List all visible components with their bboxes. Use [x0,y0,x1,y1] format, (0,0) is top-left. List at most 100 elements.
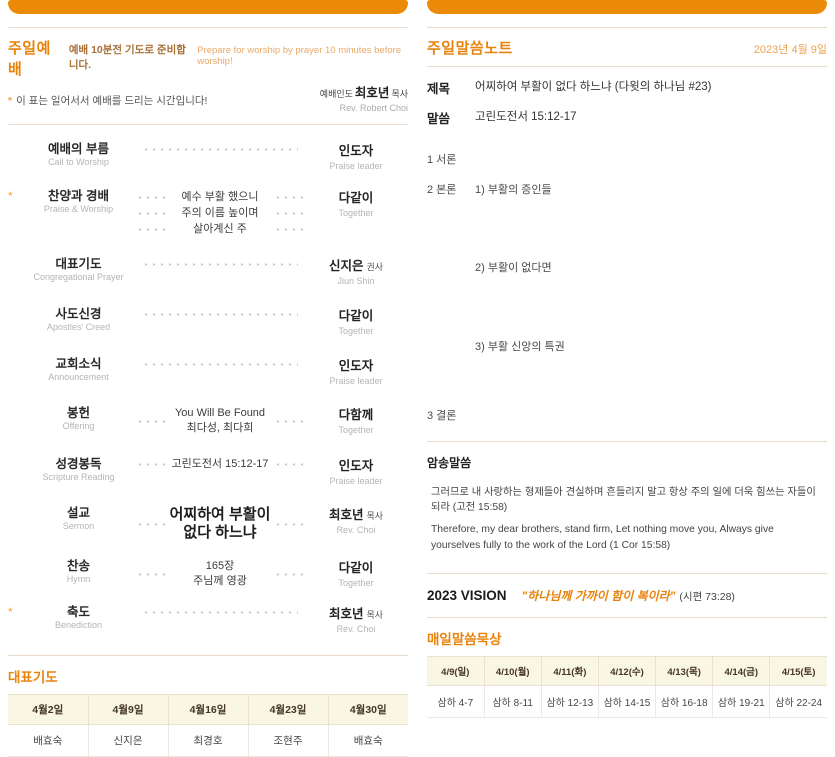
service-row-sermon: 설교 Sermon 어찌하여 부활이 없다 하느냐 최호년 목사 Rev. Cho… [8,506,408,542]
leader-name: 신지은 [328,259,364,273]
service-item: 사도신경 Apostles' Creed [21,307,136,333]
service-row-offering: 봉헌 Offering You Will Be Found 최다성, 최다희 다… [8,406,408,436]
leader-title: 목사 [366,610,384,620]
offering-performers: 최다성, 최다희 [186,422,254,434]
leader-line: 최호년 목사 [304,506,408,524]
divider [8,27,408,28]
leader-dots [136,307,304,316]
service-leader: 인도자 Praise leader [304,457,408,487]
center-content: You Will Be Found 최다성, 최다희 [166,406,274,436]
notes-header: 주일말씀노트 2023년 4월 9일 [427,37,827,58]
ledby-line: 예배인도 최호년 목사 [320,84,408,101]
dot-leader [274,463,304,466]
center-content: 어찌하여 부활이 없다 하느냐 [166,506,274,542]
leader-dots [136,605,304,614]
dot-leader [274,195,304,199]
scripture-value: 고린도전서 15:12-17 [475,111,577,123]
daily-passage-cell: 삼하 16-18 [655,684,714,718]
leader-name: 인도자 [338,459,374,473]
daily-table-header-row: 4/9(일) 4/10(월) 4/11(화) 4/12(수) 4/13(목) 4… [426,655,828,686]
stand-marker: * [8,189,13,203]
service-item-name-en: Announcement [48,372,109,382]
leader-title: 권사 [366,262,384,272]
service-item: 성경봉독 Scripture Reading [21,457,136,483]
service-item-name: 교회소식 [55,357,102,371]
dot-leader [136,419,166,423]
leader-name: 인도자 [338,359,374,373]
service-item: 교회소식 Announcement [21,357,136,383]
vision-quote: "하나님께 가까이 함이 복이라" [521,588,676,603]
service-item: 예배의 부름 Call to Worship [21,142,136,168]
service-leader: 인도자 Praise leader [304,357,408,387]
scripture-reference: 고린도전서 15:12-17 [136,457,304,472]
service-item: 축도 Benediction [21,605,136,631]
leader-line: 최호년 목사 [304,605,408,623]
right-top-accent-bar [427,0,827,14]
leader-name-en: Praise leader [329,476,383,486]
leader-name-en: Together [338,425,374,435]
daily-date-header: 4/14(금) [712,655,771,686]
song-title: 살아계신 주 [193,223,247,235]
prayer-name-cell: 신지은 [87,724,169,757]
daily-table-value-row: 삼하 4-7 삼하 8-11 삼하 12-13 삼하 14-15 삼하 16-1… [426,684,828,718]
vision-label: 2023 VISION [427,587,507,603]
service-order-list: 예배의 부름 Call to Worship 인도자 Praise leader… [8,142,408,635]
sermon-title: 어찌하여 부활이 없다 하느냐 [169,506,271,541]
prayer-date-header: 4월23일 [247,694,329,725]
outline-main-row: 2 본론 1) 부활의 증인들 [427,181,827,197]
leader-line: 신지은 권사 [304,257,408,275]
worship-title: 주일예배 [8,40,51,78]
hymn-title: 주님께 영광 [193,575,247,587]
prayer-name-cell: 배효숙 [7,724,89,757]
service-item: 대표기도 Congregational Prayer [21,257,136,283]
service-item-name: 성경봉독 [55,457,102,471]
memory-verse-ko: 그러므로 내 사랑하는 형제들아 견실하며 흔들리지 말고 항상 주의 일에 더… [431,487,816,513]
daily-date-header: 4/9(일) [426,655,485,686]
service-item-name: 사도신경 [55,307,102,321]
vision-statement: 2023 VISION "하나님께 가까이 함이 복이라" (시편 73:28) [427,587,827,604]
daily-date-header: 4/11(화) [540,655,599,686]
prayer-schedule-title: 대표기도 [8,670,58,685]
leader-dots [136,257,304,266]
prayer-date-header: 4월9일 [87,694,169,725]
prayer-table-value-row: 배효숙 신지은 최경호 조현주 배효숙 [7,724,409,757]
worship-header: 주일예배 예배 10분전 기도로 준비합니다. Prepare for wors… [8,37,408,79]
daily-devotion-title: 매일말씀묵상 [427,631,502,647]
divider [427,66,827,67]
ledby-suffix: 목사 [391,89,408,99]
dot-leader [274,419,304,423]
service-item-name: 설교 [66,506,90,520]
divider [427,441,827,442]
sermon-title-label: 제목 [427,82,451,96]
leader-line: 인도자 [304,142,408,160]
leader-dots [136,142,304,151]
notes-date: 2023년 4월 9일 [753,44,827,56]
daily-passage-cell: 삼하 8-11 [483,684,542,718]
sermon-title-value: 어찌하여 부활이 없다 하느냐 (다윗의 하나님 #23) [475,81,712,93]
stand-marker: * [8,605,13,619]
service-item: 찬송 Hymn [21,559,136,585]
dot-leader [142,313,298,316]
hymn-number: 165장 [205,560,235,572]
service-leader: 다같이 Together [304,189,408,219]
dot-leader [142,148,298,151]
service-leader: 최호년 목사 Rev. Choi [304,605,408,635]
dot-leader [142,363,298,366]
leader-name: 최호년 [328,607,364,621]
leader-name-en: Together [338,326,374,336]
leader-name: 다같이 [338,309,374,323]
sermon-title-row: 제목 어찌하여 부활이 없다 하느냐 (다윗의 하나님 #23) [427,78,827,97]
service-item-name: 대표기도 [55,257,102,271]
prayer-table-header-row: 4월2일 4월9일 4월16일 4월23일 4월30일 [7,694,409,725]
dot-leader [274,211,304,215]
leader-name-en: Rev. Choi [336,525,376,535]
service-item-name: 찬양과 경배 [48,189,109,203]
prayer-name-cell: 배효숙 [327,724,409,757]
leader-line: 다같이 [304,559,408,577]
daily-passage-cell: 삼하 12-13 [540,684,599,718]
service-item-name: 예배의 부름 [48,142,109,156]
service-row-hymn: 찬송 Hymn 165장 주님께 영광 다같이 Together [8,559,408,589]
service-item-name-en: Praise & Worship [43,204,114,214]
service-item: 찬양과 경배 Praise & Worship [21,189,136,215]
leader-name-en: Praise leader [329,376,383,386]
